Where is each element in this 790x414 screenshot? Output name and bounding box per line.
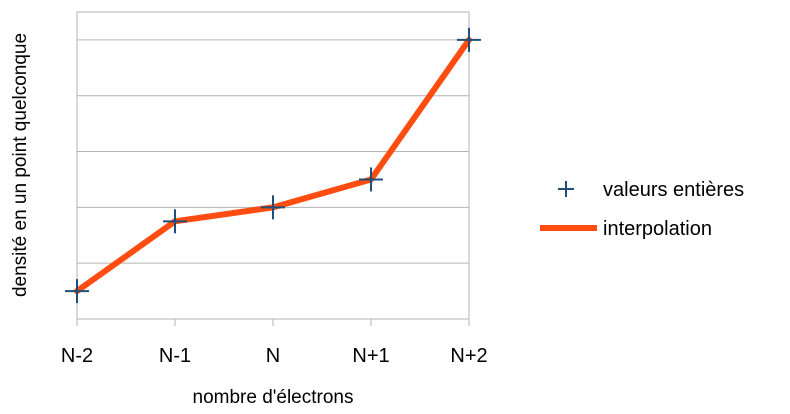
data-point-marker bbox=[457, 27, 481, 52]
plot-area-frame bbox=[76, 11, 470, 320]
legend: valeurs entières interpolation bbox=[540, 179, 744, 240]
x-tick-label: N+2 bbox=[450, 345, 487, 367]
x-tick-label: N bbox=[266, 345, 280, 367]
legend-label: valeurs entières bbox=[603, 179, 744, 201]
x-axis-ticks bbox=[76, 319, 470, 326]
series bbox=[65, 27, 481, 304]
legend-label: interpolation bbox=[603, 218, 712, 240]
x-axis-title: nombre d'électrons bbox=[193, 387, 354, 408]
x-tick-label: N+1 bbox=[352, 345, 389, 367]
legend-item-marker: valeurs entières bbox=[558, 179, 744, 201]
x-tick-label: N-1 bbox=[159, 345, 191, 367]
grid bbox=[77, 39, 469, 264]
data-point-marker bbox=[359, 167, 383, 192]
data-point-marker bbox=[261, 195, 285, 220]
y-axis-title: densité en un point quelconque bbox=[10, 33, 31, 297]
x-tick-label: N-2 bbox=[61, 345, 93, 367]
x-tick-labels: N-2 N-1 N N+1 N+2 bbox=[61, 345, 488, 367]
legend-item-line: interpolation bbox=[540, 218, 712, 240]
data-point-marker bbox=[163, 209, 187, 234]
interpolation-line bbox=[74, 36, 472, 295]
data-point-marker bbox=[65, 279, 89, 304]
